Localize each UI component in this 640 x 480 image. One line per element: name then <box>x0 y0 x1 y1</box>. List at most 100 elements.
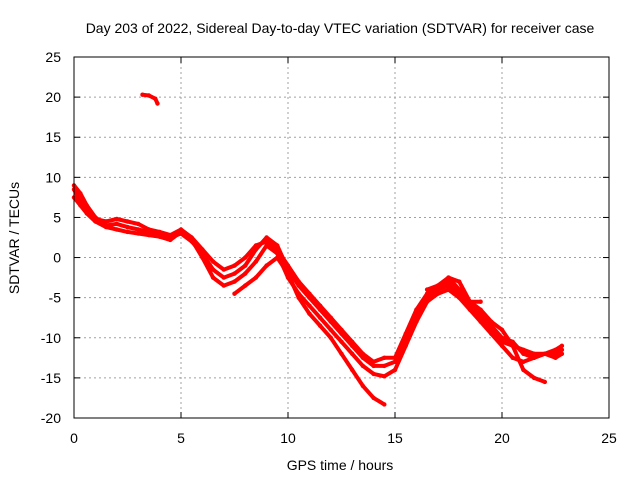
series-4-point <box>317 323 323 328</box>
series-2-point <box>200 255 205 260</box>
x-tick-label: 5 <box>177 430 185 446</box>
y-tick-label: -5 <box>49 290 62 306</box>
series-5-point <box>542 379 547 385</box>
series-1-point <box>264 235 269 240</box>
series-4-point <box>350 367 355 373</box>
series-3-point <box>553 355 558 360</box>
series-3-point <box>78 199 83 204</box>
series-6-point <box>478 299 483 304</box>
x-tick-label: 20 <box>494 430 510 446</box>
series-3-point <box>146 227 152 232</box>
series-1-point <box>531 351 537 356</box>
series-3-point <box>253 243 259 248</box>
ticks <box>73 56 610 419</box>
series-2-point <box>136 231 141 236</box>
series-3-point <box>499 335 505 340</box>
series-3-point <box>168 232 173 238</box>
series-1-point <box>243 263 248 268</box>
series-3-point <box>531 355 537 360</box>
series-3-point <box>382 355 387 360</box>
y-tick-label: 5 <box>53 209 61 225</box>
y-tick-label: -10 <box>41 330 61 346</box>
x-tick-label: 15 <box>387 430 403 446</box>
series-3-point <box>178 227 184 232</box>
series-3-point <box>157 229 162 235</box>
series-2-point <box>146 232 152 238</box>
series-3-point <box>232 263 237 268</box>
series-3-point <box>392 355 398 360</box>
series-5-point <box>531 375 537 381</box>
plot-frame <box>73 56 610 419</box>
series-3-point <box>285 263 291 268</box>
series-2-point <box>382 374 387 379</box>
series-3-point <box>317 303 323 308</box>
x-tick-labels: 0 5 10 15 20 25 <box>70 430 617 446</box>
series-2-point <box>457 295 462 300</box>
series-4-point <box>232 291 237 296</box>
series-2-point <box>168 237 173 243</box>
x-tick-label: 25 <box>601 430 617 446</box>
series-3-point <box>414 307 419 312</box>
series-2-point <box>317 315 323 320</box>
series-3-point <box>521 351 526 356</box>
series-3-point <box>221 267 226 272</box>
series-3-point <box>328 315 333 320</box>
series-2-point <box>157 234 162 239</box>
series-1-point <box>78 191 83 196</box>
series-5-point <box>435 283 440 288</box>
series-layer <box>71 92 565 407</box>
series-2-point <box>510 355 515 360</box>
chart-title: Day 203 of 2022, Sidereal Day-to-day VTE… <box>86 20 595 36</box>
series-3-point <box>93 216 98 222</box>
series-3-point <box>559 351 565 356</box>
series-2-point <box>350 351 355 356</box>
series-5-point <box>521 367 526 373</box>
series-2-point <box>114 227 120 232</box>
series-2-point <box>360 363 366 369</box>
series-2-point <box>446 287 451 292</box>
series-3-point <box>275 247 280 252</box>
series-3-point <box>424 291 430 296</box>
x-axis-label: GPS time / hours <box>287 457 394 473</box>
series-3-point <box>350 339 355 344</box>
y-tick-label: -20 <box>41 410 61 426</box>
series-3-point <box>114 216 120 222</box>
series-1-point <box>371 363 376 369</box>
series-2-point <box>103 224 109 230</box>
series-2-point <box>125 229 130 235</box>
series-3-point <box>189 235 194 240</box>
series-6-point <box>467 299 473 304</box>
series-3-point <box>136 221 141 227</box>
series-line-5 <box>425 275 547 384</box>
series-2-point <box>553 347 558 352</box>
series-3-point <box>125 219 130 224</box>
series-4-point <box>339 351 344 356</box>
y-tick-label: 15 <box>45 129 61 145</box>
series-3-point <box>200 247 205 252</box>
series-2-point <box>424 299 430 304</box>
series-7-point <box>146 93 152 98</box>
series-3-point <box>403 331 408 336</box>
series-2-point <box>435 291 440 296</box>
series-4-point <box>328 335 333 340</box>
series-3-point <box>210 259 216 264</box>
series-4-point <box>243 283 248 288</box>
series-7-point <box>140 92 145 97</box>
series-3-point <box>307 291 312 296</box>
series-2-point <box>210 275 216 280</box>
series-3-point <box>339 327 344 332</box>
series-1-point <box>125 224 130 230</box>
y-tick-label: 20 <box>45 89 61 105</box>
series-2-point <box>414 319 419 324</box>
series-5-point <box>489 319 494 324</box>
series-2-point <box>243 271 248 276</box>
series-5-point <box>457 279 462 284</box>
series-2-point <box>328 327 333 332</box>
series-3-point <box>84 207 90 212</box>
series-3-point <box>103 219 109 224</box>
series-1-point <box>210 267 216 272</box>
series-2-point <box>307 303 312 308</box>
series-2-point <box>478 319 483 324</box>
series-2-point <box>221 283 226 288</box>
series-4-point <box>253 275 259 280</box>
